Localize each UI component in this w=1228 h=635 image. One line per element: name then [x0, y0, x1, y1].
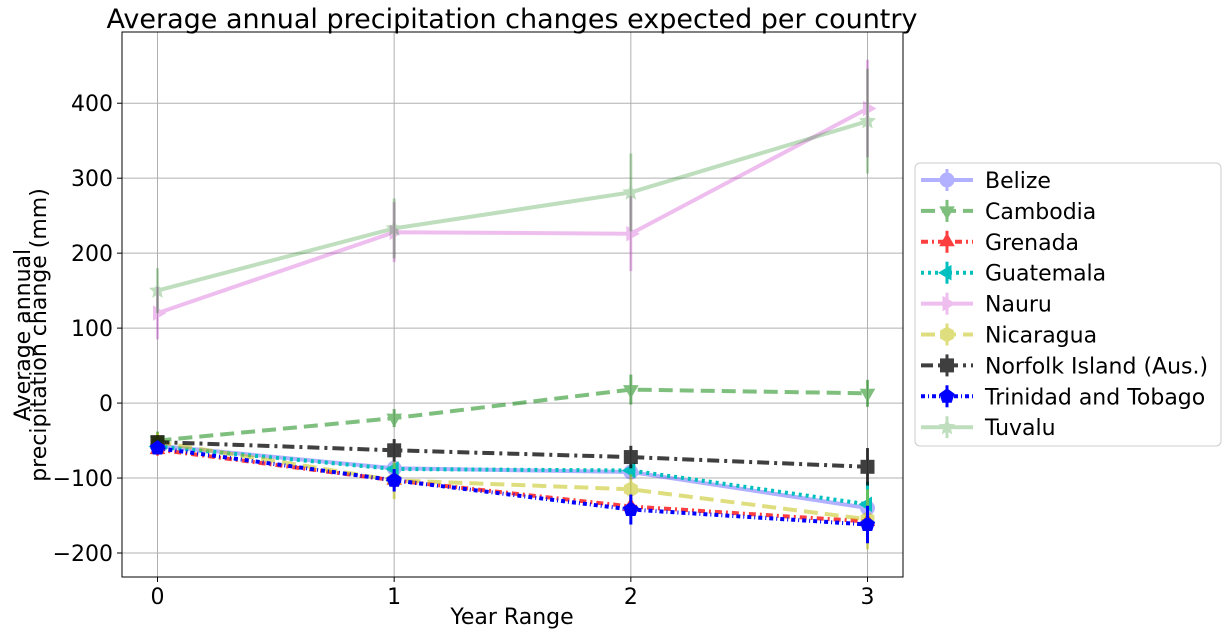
y-tick-label: 400: [71, 92, 113, 117]
legend-handle-grenada: [921, 230, 973, 253]
legend-handle-norfolk-island-aus: [921, 354, 973, 377]
legend-handle-tuvalu: [921, 416, 973, 439]
series-layer: [148, 59, 877, 550]
legend-label-nauru: Nauru: [985, 293, 1052, 318]
legend-marker: [939, 232, 955, 247]
legend-label-cambodia: Cambodia: [985, 200, 1096, 225]
y-tick-label: 200: [71, 242, 113, 267]
legend-marker: [939, 388, 955, 403]
legend-frame: [914, 162, 1222, 447]
data-point: [149, 440, 166, 455]
data-point: [387, 443, 402, 458]
series-line: [157, 440, 868, 469]
y-tick-label: 0: [99, 392, 113, 417]
legend-marker: [940, 358, 954, 373]
legend-marker: [938, 264, 952, 281]
data-point: [153, 305, 167, 321]
data-point: [863, 100, 877, 117]
y-tick-label: −200: [53, 542, 113, 567]
x-tick-label: 0: [151, 585, 165, 610]
data-point: [859, 388, 876, 403]
y-tick-label: 100: [71, 317, 113, 342]
legend-marker: [939, 172, 955, 188]
legend-marker: [942, 295, 956, 312]
x-tick-label: 1: [387, 585, 401, 610]
data-point: [389, 224, 404, 240]
legend-marker: [938, 418, 956, 435]
legend-handle-guatemala: [921, 261, 973, 284]
chart-title: Average annual precipitation changes exp…: [107, 4, 918, 35]
x-axis-label: Year Range: [449, 605, 573, 630]
x-tick-label: 2: [624, 585, 638, 610]
data-point: [623, 385, 639, 399]
legend-label-guatemala: Guatemala: [985, 262, 1106, 287]
y-axis-label-line-1: Average annual: [11, 249, 36, 421]
legend-handle-cambodia: [921, 199, 973, 222]
legend-label-grenada: Grenada: [985, 231, 1079, 256]
data-point: [385, 219, 403, 236]
data-point: [623, 501, 639, 516]
grid-layer: [122, 32, 903, 577]
data-point: [623, 481, 638, 498]
legend-handle-nicaragua: [921, 323, 973, 346]
series-line: [157, 446, 868, 527]
y-axis-label-line-2: precipitation change (mm): [27, 188, 52, 482]
y-axis-label-group: Average annual precipitation change (mm): [11, 188, 52, 482]
data-point: [623, 450, 638, 465]
series-belize: [150, 438, 875, 516]
data-point: [148, 281, 167, 298]
series-line: [157, 440, 868, 522]
data-point: [858, 112, 877, 129]
legend-label-norfolk-island-aus: Norfolk Island (Aus.): [985, 354, 1208, 379]
y-tick-label: −100: [53, 467, 113, 492]
legend-label-belize: Belize: [985, 169, 1051, 194]
series-line: [156, 119, 869, 293]
y-tick-label: 300: [71, 167, 113, 192]
data-point: [386, 413, 402, 428]
series-norfolk-island-aus: [150, 435, 875, 486]
data-point: [622, 183, 640, 200]
legend-label-tuvalu: Tuvalu: [984, 416, 1056, 441]
legend-label-nicaragua: Nicaragua: [985, 324, 1097, 349]
legend-handle-nauru: [921, 292, 973, 315]
series-cambodia: [149, 374, 876, 450]
series-trinidad-and-tobago: [149, 440, 876, 544]
data-point: [626, 225, 640, 242]
series-tuvalu: [148, 68, 877, 314]
series-line: [157, 387, 868, 443]
plot-frame: [121, 31, 904, 578]
series-nauru: [153, 59, 877, 340]
x-tick-label: 3: [861, 585, 875, 610]
tick-layer: 0 1 2 3 −200 −100 0 100 200 300 400: [53, 92, 875, 610]
series-line: [157, 447, 868, 524]
data-point: [859, 516, 876, 531]
data-point: [386, 472, 402, 487]
legend-marker: [940, 326, 954, 343]
legend: Belize Cambodia Grenada Guatemala Nauru Nicar…: [914, 162, 1222, 447]
legend-label-trinidad-and-tobago: Trinidad and Tobago: [984, 385, 1205, 410]
legend-handle-trinidad-and-tobago: [921, 385, 973, 408]
series-line: [157, 443, 868, 510]
series-line: [156, 106, 869, 315]
legend-marker: [939, 206, 955, 220]
legend-handle-belize: [921, 169, 973, 191]
data-point: [860, 459, 875, 474]
